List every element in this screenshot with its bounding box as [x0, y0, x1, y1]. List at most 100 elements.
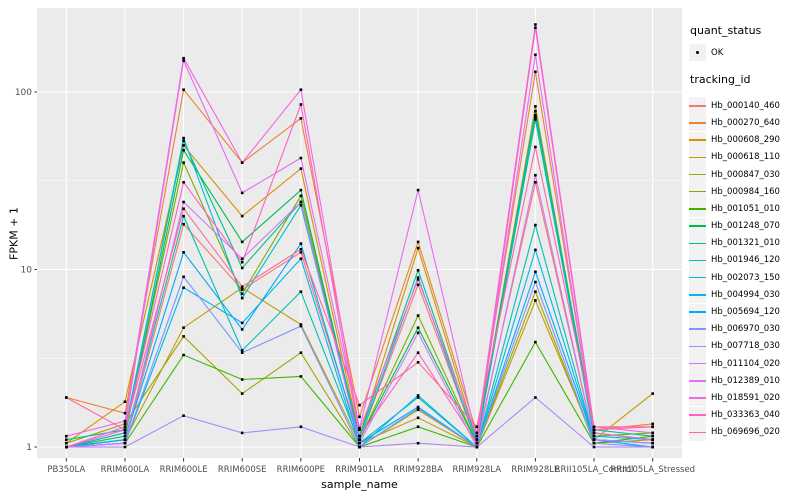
legend-label: Hb_000608_290 [711, 135, 780, 146]
x-tick-labels: PB350LA RRIM600LA RRIM600LE RRIM600SE RRIM60… [47, 458, 695, 475]
legend-item-Hb_000608_290: Hb_000608_290 [689, 131, 800, 149]
legend-label: Hb_000847_030 [711, 169, 780, 180]
legend-label: Hb_006970_030 [711, 324, 780, 335]
y-tick-labels: 1 10 100 [15, 88, 37, 453]
legend-item-Hb_012389_010: Hb_012389_010 [689, 372, 800, 390]
line-key-swatch [689, 269, 706, 287]
svg-text:RRIM600LA: RRIM600LA [101, 465, 150, 475]
legend-item-Hb_000618_110: Hb_000618_110 [689, 148, 800, 166]
line-key-swatch [689, 337, 706, 355]
line-key-swatch [689, 183, 706, 201]
legend-item-Hb_018591_020: Hb_018591_020 [689, 389, 800, 407]
point-icon [696, 51, 699, 55]
legend-tracking-id-items: Hb_000140_460 Hb_000270_640 Hb_000608_290 H… [689, 97, 800, 441]
svg-text:1: 1 [26, 443, 32, 453]
legend-label: Hb_000984_160 [711, 186, 780, 197]
legend-item-Hb_005694_120: Hb_005694_120 [689, 303, 800, 321]
legend-label: Hb_001321_010 [711, 238, 780, 249]
line-key-swatch [689, 234, 706, 252]
svg-text:RRII105LA_Control: RRII105LA_Control [555, 465, 634, 475]
legend-title-tracking-id: tracking_id [690, 73, 751, 87]
legend-item-Hb_000984_160: Hb_000984_160 [689, 183, 800, 201]
svg-text:RRIM928LA: RRIM928LA [452, 465, 501, 475]
line-key-swatch [689, 131, 706, 149]
point-key-swatch [689, 44, 706, 62]
line-swatch-icon [689, 414, 706, 416]
legend-label: Hb_012389_010 [711, 375, 780, 386]
legend-label: Hb_004994_030 [711, 289, 780, 300]
legend-label: Hb_011104_020 [711, 358, 780, 369]
y-axis-title: FPKM + 1 [7, 207, 21, 260]
legend-label: Hb_007718_030 [711, 341, 780, 352]
line-key-swatch [689, 166, 706, 184]
line-key-swatch [689, 251, 706, 269]
legend-label: Hb_005694_120 [711, 307, 780, 318]
svg-text:RRII105LA_Stressed: RRII105LA_Stressed [610, 465, 695, 475]
line-swatch-icon [689, 139, 706, 141]
legend-label: Hb_000618_110 [711, 152, 780, 163]
legend: quant_status OK tracking_id Hb_000140_46… [689, 24, 800, 441]
line-key-swatch [689, 97, 706, 115]
legend-item-ok: OK [689, 44, 800, 62]
line-swatch-icon [689, 259, 706, 262]
line-swatch-icon [689, 380, 706, 382]
line-swatch-icon [689, 294, 706, 296]
legend-item-Hb_001321_010: Hb_001321_010 [689, 234, 800, 252]
svg-text:10: 10 [21, 266, 33, 276]
legend-label: Hb_001248_070 [711, 221, 780, 232]
svg-text:PB350LA: PB350LA [47, 465, 85, 475]
line-key-swatch [689, 423, 706, 441]
legend-item-Hb_001946_120: Hb_001946_120 [689, 251, 800, 269]
legend-label: Hb_000270_640 [711, 117, 780, 128]
svg-text:RRIM928LE: RRIM928LE [511, 465, 559, 475]
line-swatch-icon [689, 397, 706, 399]
legend-label-ok: OK [711, 47, 724, 58]
line-key-swatch [689, 320, 706, 338]
legend-title-quant-status: quant_status [690, 24, 762, 37]
line-key-swatch [689, 303, 706, 321]
line-key-swatch [689, 200, 706, 218]
line-key-swatch [689, 114, 706, 132]
line-swatch-icon [689, 122, 706, 124]
legend-label: Hb_033363_040 [711, 410, 780, 421]
legend-label: Hb_018591_020 [711, 392, 780, 403]
legend-item-Hb_004994_030: Hb_004994_030 [689, 286, 800, 304]
line-swatch-icon [689, 225, 706, 227]
legend-label: Hb_000140_460 [711, 100, 780, 111]
legend-item-Hb_011104_020: Hb_011104_020 [689, 355, 800, 373]
data-points [65, 23, 654, 449]
legend-item-Hb_002073_150: Hb_002073_150 [689, 269, 800, 287]
line-key-swatch [689, 406, 706, 424]
line-key-swatch [689, 217, 706, 235]
line-key-swatch [689, 389, 706, 407]
legend-item-Hb_001248_070: Hb_001248_070 [689, 217, 800, 235]
line-key-swatch [689, 286, 706, 304]
legend-item-Hb_007718_030: Hb_007718_030 [689, 337, 800, 355]
line-swatch-icon [689, 173, 706, 176]
line-swatch-icon [689, 328, 706, 330]
line-swatch-icon [689, 208, 706, 210]
line-swatch-icon [689, 276, 706, 279]
legend-label: Hb_069696_020 [711, 427, 780, 438]
legend-label: Hb_001051_010 [711, 203, 780, 214]
svg-text:RRIM600PE: RRIM600PE [277, 465, 325, 475]
legend-label: Hb_001946_120 [711, 255, 780, 266]
legend-item-Hb_069696_020: Hb_069696_020 [689, 423, 800, 441]
line-swatch-icon [689, 105, 706, 107]
line-swatch-icon [689, 311, 706, 313]
legend-item-Hb_033363_040: Hb_033363_040 [689, 406, 800, 424]
line-swatch-icon [689, 156, 706, 159]
svg-text:RRIM600LE: RRIM600LE [160, 465, 208, 475]
x-axis-title: sample_name [321, 478, 398, 491]
line-key-swatch [689, 372, 706, 390]
svg-text:100: 100 [15, 88, 32, 98]
legend-label: Hb_002073_150 [711, 272, 780, 283]
line-swatch-icon [689, 242, 706, 245]
legend-item-Hb_000140_460: Hb_000140_460 [689, 97, 800, 115]
line-swatch-icon [689, 362, 706, 365]
line-swatch-icon [689, 190, 706, 193]
legend-item-Hb_006970_030: Hb_006970_030 [689, 320, 800, 338]
line-swatch-icon [689, 431, 706, 434]
